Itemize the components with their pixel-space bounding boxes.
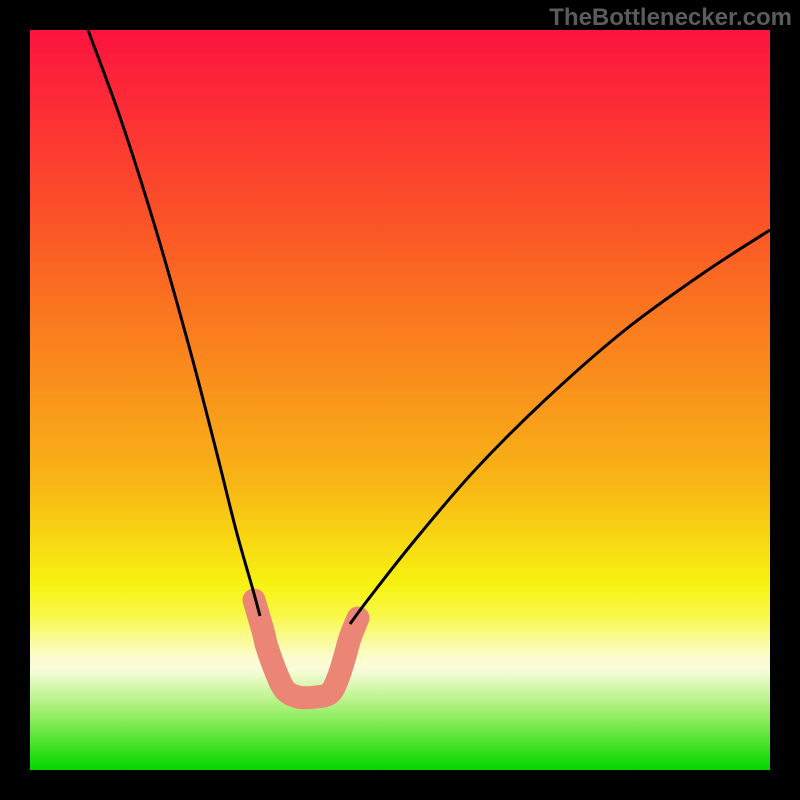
left-curve [88, 30, 260, 616]
curve-overlay [0, 0, 800, 800]
watermark-text: TheBottlenecker.com [549, 4, 792, 32]
salmon-band [254, 600, 358, 698]
chart-stage: TheBottlenecker.com [0, 0, 800, 800]
right-curve [350, 230, 770, 624]
